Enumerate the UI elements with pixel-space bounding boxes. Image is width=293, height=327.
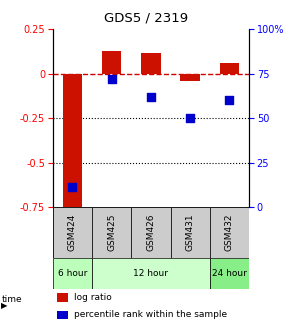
Bar bbox=[57, 293, 69, 302]
Text: 12 hour: 12 hour bbox=[133, 269, 168, 278]
Text: time: time bbox=[1, 295, 22, 304]
FancyBboxPatch shape bbox=[53, 207, 92, 258]
Text: 6 hour: 6 hour bbox=[58, 269, 87, 278]
Text: 24 hour: 24 hour bbox=[212, 269, 247, 278]
Bar bbox=[63, 74, 82, 214]
Text: GSM426: GSM426 bbox=[146, 214, 155, 251]
FancyBboxPatch shape bbox=[171, 207, 210, 258]
Bar bbox=[102, 51, 121, 74]
Text: GDS5 / 2319: GDS5 / 2319 bbox=[104, 11, 189, 25]
Point bbox=[188, 115, 193, 121]
Point bbox=[109, 77, 114, 82]
Point bbox=[149, 94, 153, 99]
Text: GSM432: GSM432 bbox=[225, 214, 234, 251]
Bar bbox=[57, 311, 69, 319]
Text: GSM425: GSM425 bbox=[107, 214, 116, 251]
FancyBboxPatch shape bbox=[92, 207, 131, 258]
Bar bbox=[141, 53, 161, 74]
FancyBboxPatch shape bbox=[131, 207, 171, 258]
Bar bbox=[220, 63, 239, 74]
Bar bbox=[180, 74, 200, 81]
Text: log ratio: log ratio bbox=[74, 293, 112, 302]
Text: GSM424: GSM424 bbox=[68, 214, 77, 251]
FancyBboxPatch shape bbox=[92, 258, 210, 289]
Point bbox=[70, 185, 75, 190]
FancyBboxPatch shape bbox=[210, 258, 249, 289]
Text: GSM431: GSM431 bbox=[186, 214, 195, 251]
Text: percentile rank within the sample: percentile rank within the sample bbox=[74, 310, 227, 319]
FancyBboxPatch shape bbox=[210, 207, 249, 258]
Point bbox=[227, 98, 232, 103]
FancyBboxPatch shape bbox=[53, 258, 92, 289]
Text: ▶: ▶ bbox=[1, 301, 8, 310]
